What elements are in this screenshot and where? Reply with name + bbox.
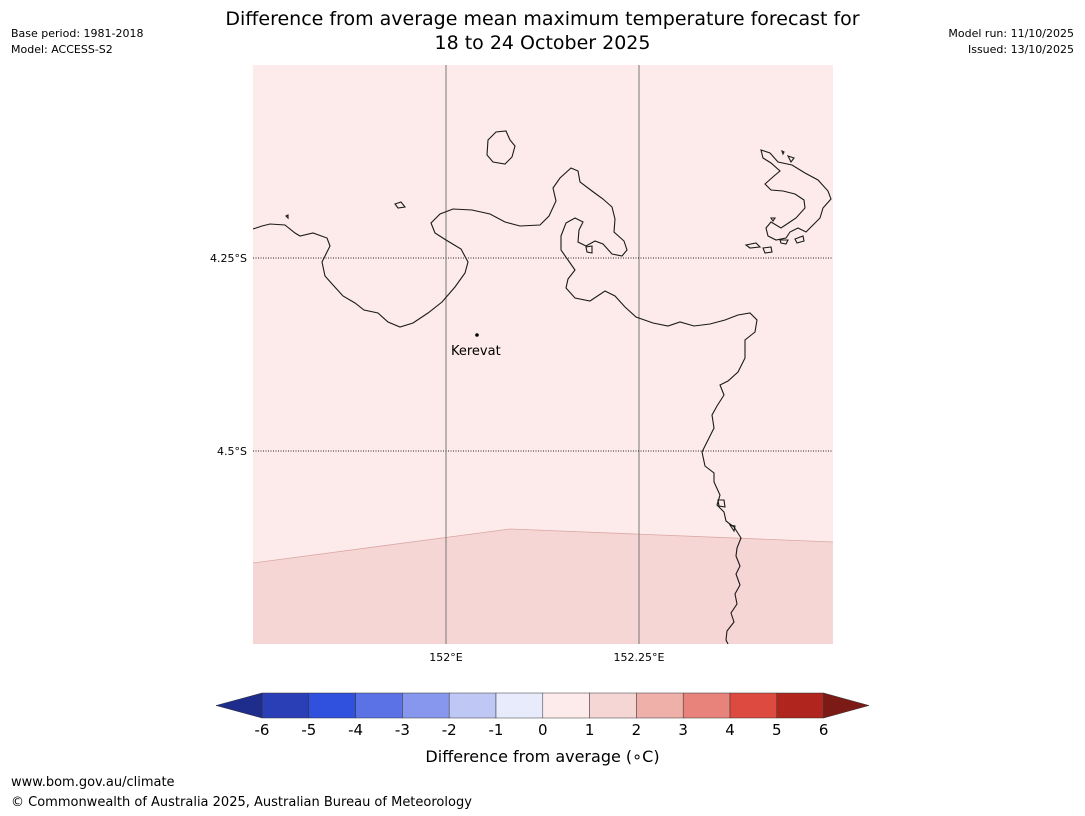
coastline-island-north [486,130,516,165]
colorbar-cell [448,692,497,719]
contour-boundary [253,528,511,564]
coastline-islet-k [717,499,726,508]
footer-copyright: © Commonwealth of Australia 2025, Austra… [11,795,472,810]
title-line-2: 18 to 24 October 2025 [434,32,651,54]
colorbar-tick-label: 3 [678,721,688,739]
coastline-main [253,167,758,644]
coastline-islet-i [779,239,789,245]
colorbar-cell [776,692,824,719]
coastline-islet-l [728,524,736,533]
colorbar-tick-label: -2 [442,721,457,739]
colorbar-cell [261,692,310,719]
colorbar-cell [729,692,778,719]
meta-left: Base period: 1981-2018 Model: ACCESS-S2 [11,26,143,58]
coastline-islet-f [769,217,777,222]
colorbar-extend-low [215,692,263,719]
colorbar-tick-label: -6 [255,721,270,739]
colorbar-tick-label: 5 [772,721,782,739]
lon-label-152e: 152°E [429,651,462,664]
colorbar-cell [308,692,356,719]
map-figure: Kerevat 4.25°S 4.5°S 152°E 152.25°E [210,65,833,664]
colorbar-cell [495,692,544,719]
issued-date: Issued: 13/10/2025 [967,43,1074,56]
coastline-islet-j [794,235,805,244]
colorbar-cell [589,692,637,719]
colorbar-tick-label: -1 [489,721,504,739]
anomaly-region-1-to-2 [253,529,833,644]
title-line-1: Difference from average mean maximum tem… [225,8,860,30]
colorbar-label: Difference from average (∘C) [425,747,660,766]
model-name: Model: ACCESS-S2 [11,43,113,56]
coastline-islet-c [585,245,593,254]
colorbar-cell [682,692,731,719]
colorbar-tick-label: 4 [725,721,735,739]
lat-label-4-5s: 4.5°S [217,445,247,458]
coastline [253,130,832,644]
coastline-islet-g [744,242,762,249]
footer-url: www.bom.gov.au/climate [11,775,175,790]
colorbar-tick-label: -4 [348,721,363,739]
colorbar-tick-label: 0 [538,721,548,739]
colorbar-cell [355,692,403,719]
kerevat-marker [475,333,479,337]
lat-label-4-25s: 4.25°S [210,252,247,265]
coastline-islet-h [762,246,773,254]
colorbar: -6 -5 -4 -3 -2 -1 0 1 2 3 4 5 6 [215,692,870,739]
contour-boundary [509,528,833,543]
meta-right: Model run: 11/10/2025 Issued: 13/10/2025 [948,26,1074,58]
colorbar-tick-label: -5 [301,721,316,739]
lon-label-152-25e: 152.25°E [614,651,665,664]
coastline-islet-d [781,149,785,156]
base-period: Base period: 1981-2018 [11,27,144,40]
colorbar-cell [542,692,590,719]
coastline-islet-b [285,214,289,220]
colorbar-tick-label: 6 [819,721,829,739]
coastline-northeast-island [760,149,832,241]
coastline-islet-a [394,201,407,209]
colorbar-cell [636,692,684,719]
colorbar-tick-label: 1 [585,721,595,739]
coastline-islet-e [786,155,795,164]
colorbar-extend-high [823,692,870,719]
map-title: Difference from average mean maximum tem… [0,7,1085,55]
colorbar-tick-label: 2 [632,721,642,739]
colorbar-tick-label: -3 [395,721,410,739]
colorbar-cell [402,692,450,719]
model-run: Model run: 11/10/2025 [948,27,1074,40]
kerevat-label: Kerevat [451,344,501,359]
